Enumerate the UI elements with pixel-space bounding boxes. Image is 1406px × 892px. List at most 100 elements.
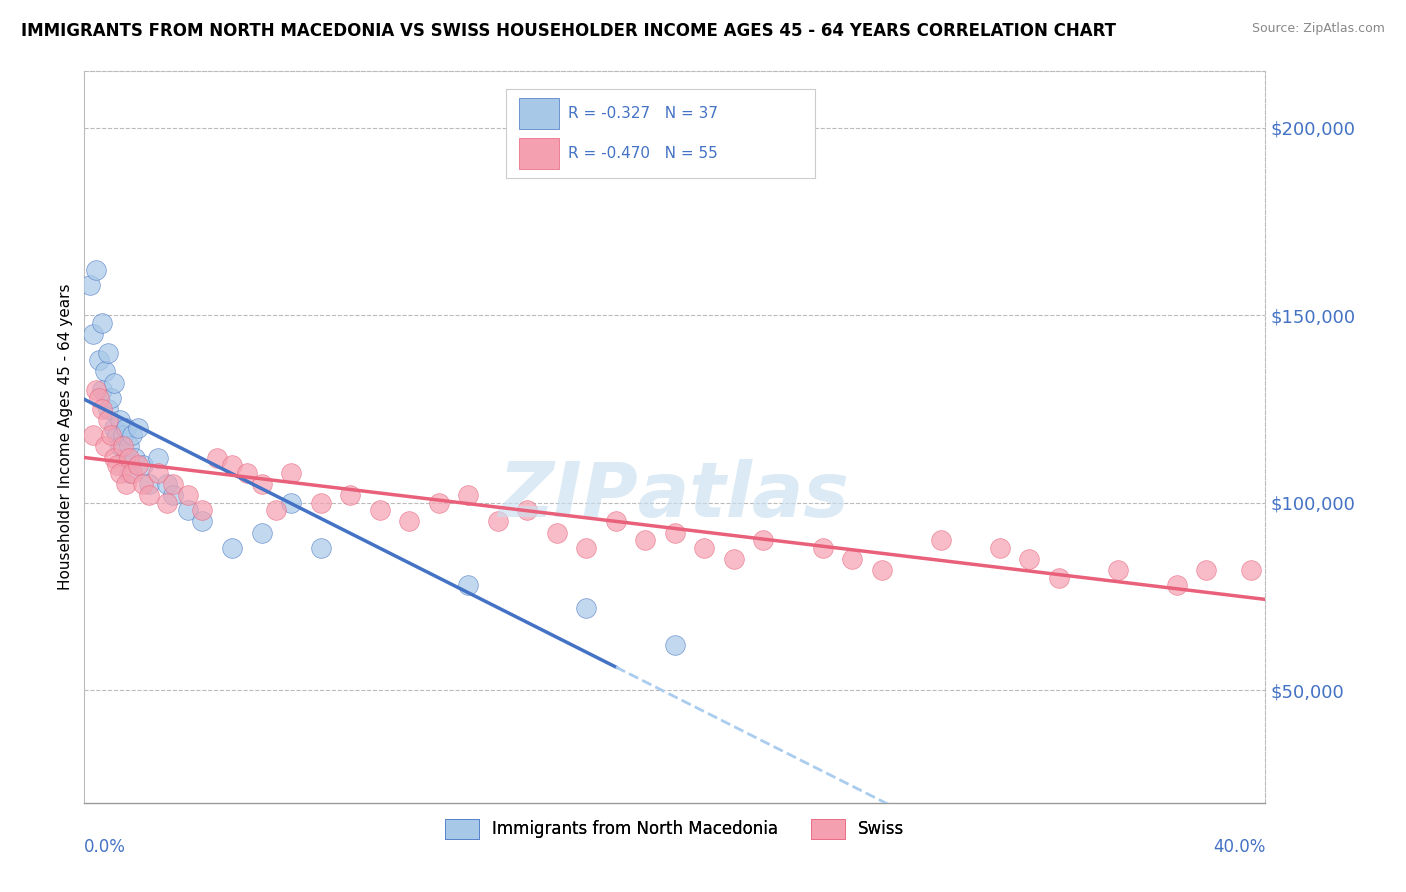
- Point: [575, 600, 598, 615]
- Point: [91, 383, 114, 397]
- Text: 40.0%: 40.0%: [1213, 838, 1265, 855]
- Point: [664, 525, 686, 540]
- Point: [516, 503, 538, 517]
- Point: [91, 316, 114, 330]
- Point: [132, 458, 155, 473]
- Point: [664, 638, 686, 652]
- Point: [111, 428, 134, 442]
- Point: [221, 458, 243, 473]
- Point: [103, 376, 125, 390]
- Text: R = -0.327   N = 37: R = -0.327 N = 37: [568, 106, 718, 121]
- Point: [94, 364, 117, 378]
- Point: [103, 420, 125, 434]
- Point: [177, 488, 200, 502]
- Point: [118, 440, 141, 454]
- Point: [177, 503, 200, 517]
- Point: [398, 515, 420, 529]
- Point: [191, 503, 214, 517]
- Point: [368, 503, 391, 517]
- Text: Source: ZipAtlas.com: Source: ZipAtlas.com: [1251, 22, 1385, 36]
- Point: [82, 326, 104, 341]
- Point: [108, 466, 131, 480]
- Point: [87, 391, 111, 405]
- Point: [723, 552, 745, 566]
- Point: [280, 496, 302, 510]
- Point: [1240, 563, 1263, 577]
- Point: [236, 466, 259, 480]
- Point: [1166, 578, 1188, 592]
- Y-axis label: Householder Income Ages 45 - 64 years: Householder Income Ages 45 - 64 years: [58, 284, 73, 591]
- Point: [156, 496, 179, 510]
- Point: [105, 428, 128, 442]
- Point: [138, 488, 160, 502]
- Point: [546, 525, 568, 540]
- Point: [97, 413, 120, 427]
- Point: [108, 413, 131, 427]
- Point: [309, 541, 332, 555]
- Point: [156, 477, 179, 491]
- Text: R = -0.470   N = 55: R = -0.470 N = 55: [568, 146, 718, 161]
- Point: [266, 503, 288, 517]
- Point: [1018, 552, 1040, 566]
- Point: [280, 466, 302, 480]
- Point: [1047, 571, 1070, 585]
- Point: [634, 533, 657, 548]
- Point: [1195, 563, 1218, 577]
- Point: [250, 525, 273, 540]
- Point: [114, 477, 136, 491]
- Point: [97, 345, 120, 359]
- Point: [118, 466, 141, 480]
- Point: [250, 477, 273, 491]
- Point: [100, 391, 122, 405]
- Text: 0.0%: 0.0%: [84, 838, 127, 855]
- Point: [103, 450, 125, 465]
- Point: [105, 458, 128, 473]
- Point: [121, 466, 143, 480]
- Point: [132, 477, 155, 491]
- Point: [486, 515, 509, 529]
- Point: [207, 450, 229, 465]
- Point: [339, 488, 361, 502]
- Point: [114, 450, 136, 465]
- Point: [752, 533, 775, 548]
- Point: [97, 401, 120, 416]
- Point: [94, 440, 117, 454]
- Point: [82, 428, 104, 442]
- Point: [1107, 563, 1129, 577]
- Point: [87, 353, 111, 368]
- Point: [100, 428, 122, 442]
- Point: [162, 488, 184, 502]
- Bar: [519, 138, 558, 169]
- Point: [148, 450, 170, 465]
- Point: [127, 458, 149, 473]
- Point: [121, 428, 143, 442]
- Text: ZIP​atlas: ZIP​atlas: [499, 458, 851, 533]
- Point: [138, 477, 160, 491]
- Point: [811, 541, 834, 555]
- Bar: [519, 98, 558, 129]
- Point: [457, 578, 479, 592]
- Point: [91, 401, 114, 416]
- Legend: Immigrants from North Macedonia, Swiss: Immigrants from North Macedonia, Swiss: [439, 812, 911, 846]
- Point: [124, 450, 146, 465]
- Point: [118, 450, 141, 465]
- Point: [191, 515, 214, 529]
- Point: [111, 440, 134, 454]
- Point: [84, 383, 107, 397]
- Point: [148, 466, 170, 480]
- Point: [108, 440, 131, 454]
- Point: [221, 541, 243, 555]
- Point: [841, 552, 863, 566]
- Point: [929, 533, 952, 548]
- Point: [427, 496, 450, 510]
- Point: [870, 563, 893, 577]
- Point: [693, 541, 716, 555]
- Point: [162, 477, 184, 491]
- Point: [605, 515, 627, 529]
- Point: [127, 420, 149, 434]
- Point: [988, 541, 1011, 555]
- Point: [575, 541, 598, 555]
- Text: IMMIGRANTS FROM NORTH MACEDONIA VS SWISS HOUSEHOLDER INCOME AGES 45 - 64 YEARS C: IMMIGRANTS FROM NORTH MACEDONIA VS SWISS…: [21, 22, 1116, 40]
- Point: [84, 263, 107, 277]
- Point: [457, 488, 479, 502]
